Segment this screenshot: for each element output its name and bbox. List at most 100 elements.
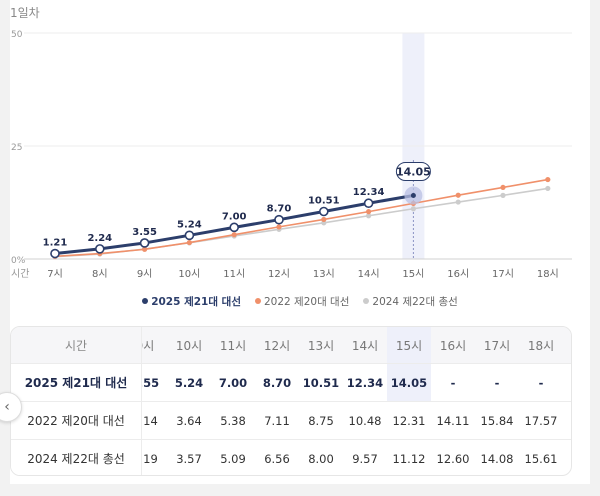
x-tick-label: 14시: [358, 268, 380, 280]
table-header-cell: 11시: [219, 338, 247, 353]
data-point: [184, 230, 195, 241]
chart-title: 1일차: [10, 6, 40, 20]
legend-dot-2025: [142, 298, 149, 304]
data-label: 12.34: [353, 187, 385, 198]
x-tick-label: 7시: [47, 268, 63, 280]
table-row-label: 2024 제22대 총선: [11, 440, 142, 475]
table-row: 2024 제22대 총선 2.19 3.57 5.09 6.56 8.00 9.57 11.…: [11, 439, 571, 475]
legend-item-2025[interactable]: 2025 제21대 대선: [142, 294, 241, 309]
data-point: [231, 232, 237, 238]
turnout-line-chart: 50 25 0% 시간 7시 8시 9시 10시 11시 12시 13시 14시 15시 16시 17시 18…: [11, 30, 572, 280]
data-label: 8.70: [267, 204, 292, 215]
turnout-table: 시간 9시 10시 11시 12시 13시 14시 15시 16시 17시 18시 2025 제2…: [10, 326, 572, 476]
y-tick-label: 0%: [11, 256, 26, 266]
legend-item-2022[interactable]: 2022 제20대 대선: [254, 294, 350, 309]
legend-dot-2024: [363, 298, 370, 304]
data-point: [50, 248, 60, 259]
table-cell: 8.70: [262, 375, 292, 390]
table-cell: 5.24: [174, 375, 204, 390]
data-label: 7.00: [222, 211, 247, 222]
data-point: [363, 198, 374, 209]
table-cell: 10.48: [348, 413, 382, 428]
chevron-left-icon: ‹: [4, 399, 10, 415]
data-point: [142, 246, 148, 252]
legend-label-2025: 2025 제21대 대선: [151, 295, 241, 308]
table-cell: 14.11: [436, 413, 470, 428]
legend-dot-2022: [254, 298, 261, 304]
x-tick-label: 9시: [137, 268, 153, 280]
table-cell: 15.61: [524, 451, 558, 466]
table-row-label: 2022 제20대 대선: [11, 402, 142, 439]
data-point: [274, 214, 284, 225]
table-header-cell: 18시: [527, 338, 555, 353]
x-axis-label: 시간: [11, 268, 29, 280]
table-cell: 14.05: [387, 364, 431, 401]
table-cell: 5.09: [220, 451, 246, 466]
data-point: [321, 216, 327, 223]
data-label: 2.24: [87, 233, 112, 244]
data-point: [318, 206, 329, 217]
x-tick-label: 15시: [402, 268, 424, 280]
data-label: 3.55: [132, 227, 157, 238]
x-tick-label: 10시: [178, 268, 200, 280]
data-point: [500, 184, 506, 191]
table-cell: 9.57: [352, 451, 378, 466]
table-cell: 14.08: [480, 451, 514, 466]
data-point: [455, 192, 461, 198]
table-cell: 5.38: [220, 413, 246, 428]
table-cell: 8.00: [308, 451, 334, 466]
table-cell: 3.57: [176, 451, 202, 466]
table-cell: 8.75: [308, 413, 334, 428]
turnout-panel: 1일차 50 25 0% 시간 7시 8시 9시 10시 11시 12시 13시 14시 15시 16시 1…: [10, 0, 590, 484]
series-line: [54, 178, 548, 258]
table-header-cell: 13시: [307, 338, 335, 353]
data-point: [410, 206, 416, 212]
x-tick-label: 16시: [447, 268, 469, 280]
table-cell: 10.51: [302, 375, 340, 390]
data-label: 5.24: [177, 219, 202, 230]
table-header-cell: 14시: [351, 338, 379, 353]
table-cell: 3.64: [176, 413, 202, 428]
legend-label-2022: 2022 제20대 대선: [263, 295, 350, 308]
table-cell: 12.34: [346, 375, 384, 390]
y-tick-label: 25: [11, 143, 22, 153]
data-label: 10.51: [308, 195, 340, 206]
x-tick-label: 13시: [313, 268, 335, 280]
data-label: 14.05: [396, 165, 431, 178]
table-cell: 12.31: [392, 413, 426, 428]
data-point: [500, 192, 506, 198]
table-cell: 15.84: [480, 413, 514, 428]
legend-item-2024[interactable]: 2024 제22대 총선: [363, 294, 458, 309]
chart-legend: 2025 제21대 대선 2022 제20대 대선 2024 제22대 총선: [10, 292, 590, 310]
data-point: [545, 176, 551, 183]
table-row: 2022 제20대 대선 2.14 3.64 5.38 7.11 8.75 10.48 12…: [11, 401, 571, 439]
table-cell: 17.57: [524, 413, 558, 428]
table-header-cell: 15시: [387, 327, 431, 363]
table-cell: 12.60: [436, 451, 470, 466]
table-header-cell: 17시: [483, 338, 511, 353]
x-tick-label: 17시: [492, 268, 514, 280]
y-tick-label: 50: [11, 30, 23, 40]
data-point: [95, 244, 105, 254]
table-cell: 7.11: [264, 413, 290, 428]
data-point: [229, 222, 239, 233]
table-cell: 7.00: [218, 375, 248, 390]
data-point: [410, 192, 416, 198]
data-point: [455, 199, 461, 205]
data-point: [276, 224, 282, 230]
data-point: [139, 238, 150, 248]
table-cell: -: [494, 375, 500, 390]
table-header-label: 시간: [11, 327, 142, 363]
x-tick-label: 12시: [268, 268, 290, 280]
tooltip-bubble: [395, 161, 431, 181]
table-row: 2025 제21대 대선 3.55 5.24 7.00 8.70 10.51 12.34 1…: [11, 363, 571, 401]
data-point: [366, 209, 372, 215]
data-point: [186, 239, 192, 246]
table-header-cell: 16시: [439, 338, 467, 353]
table-cell: 6.56: [264, 451, 290, 466]
x-tick-label: 11시: [223, 268, 245, 280]
table-header-cell: 10시: [175, 338, 203, 353]
data-point: [366, 213, 372, 219]
x-tick-label: 18시: [537, 268, 559, 280]
table-cell: -: [450, 375, 456, 390]
